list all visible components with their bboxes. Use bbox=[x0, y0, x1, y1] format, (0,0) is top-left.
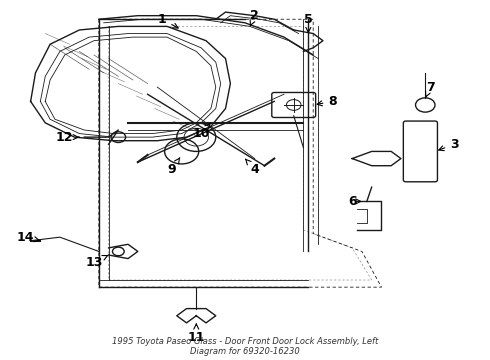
Text: 12: 12 bbox=[56, 131, 79, 144]
Text: 3: 3 bbox=[439, 138, 459, 151]
Text: 13: 13 bbox=[85, 255, 108, 269]
Text: 1: 1 bbox=[158, 13, 178, 28]
Text: 8: 8 bbox=[317, 95, 337, 108]
Text: 2: 2 bbox=[250, 9, 259, 26]
Text: 6: 6 bbox=[348, 195, 361, 208]
Text: 14: 14 bbox=[17, 231, 40, 244]
Text: 4: 4 bbox=[245, 159, 259, 176]
Text: 1995 Toyota Paseo Glass - Door Front Door Lock Assembly, Left
Diagram for 69320-: 1995 Toyota Paseo Glass - Door Front Doo… bbox=[112, 337, 378, 356]
Text: 5: 5 bbox=[304, 13, 313, 32]
Text: 10: 10 bbox=[193, 124, 210, 140]
Text: 9: 9 bbox=[168, 158, 180, 176]
Text: 7: 7 bbox=[426, 81, 435, 97]
Text: 11: 11 bbox=[188, 324, 205, 344]
